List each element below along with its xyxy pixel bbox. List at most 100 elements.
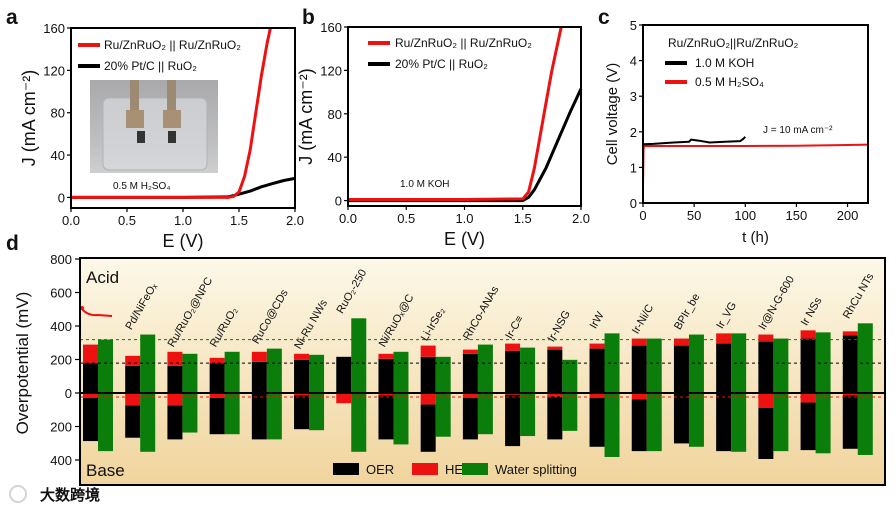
y-tick-label: 1 <box>630 160 637 175</box>
base-water-splitting-bar <box>857 393 873 455</box>
base-her-bar <box>631 393 647 400</box>
panel-label-a: a <box>6 6 18 29</box>
electrolyte-annotation: 0.5 M H₂SO₄ <box>113 181 170 192</box>
base-oer-bar <box>420 404 436 452</box>
base-oer-bar <box>758 407 774 459</box>
bar-group <box>758 334 789 459</box>
y-tick-label: 800 <box>50 252 72 267</box>
acid-her-bar <box>631 338 647 346</box>
y-tick-label: 600 <box>50 286 72 301</box>
y-tick-label: 40 <box>328 150 342 165</box>
x-tick-label: 2.0 <box>572 211 590 226</box>
y-tick-label: 0 <box>65 386 72 401</box>
bar-group <box>83 339 113 452</box>
acid-water-splitting-bar <box>351 318 367 393</box>
bar-group <box>631 338 662 452</box>
bar-group <box>547 346 578 440</box>
bar-group <box>589 333 620 457</box>
acid-her-bar <box>83 344 98 364</box>
x-axis-label: t (h) <box>742 229 769 246</box>
series-line-primary <box>642 136 747 146</box>
legend-label: OER <box>366 462 394 477</box>
y-tick-label: 0 <box>630 196 637 211</box>
acid-her-bar <box>505 343 521 351</box>
acid-water-splitting-bar <box>435 356 451 393</box>
acid-water-splitting-bar <box>182 353 198 393</box>
y-axis-label: Cell voltage (V) <box>604 63 621 166</box>
base-oer-bar <box>125 405 141 438</box>
y-tick-label: 160 <box>43 21 65 36</box>
acid-her-bar <box>209 357 225 364</box>
y-tick-label: 0 <box>58 190 65 205</box>
bar-group <box>842 323 873 455</box>
acid-water-splitting-bar <box>477 344 493 393</box>
series-line-primary <box>348 26 563 201</box>
acid-her-bar <box>294 353 310 360</box>
base-her-bar <box>336 393 352 404</box>
base-oer-bar <box>842 395 858 449</box>
base-oer-bar <box>505 394 521 447</box>
y-tick-label: 40 <box>51 148 65 163</box>
base-her-bar <box>420 393 436 405</box>
base-water-splitting-bar <box>266 393 282 440</box>
legend: OER HER Water splitting <box>333 462 577 477</box>
panel-c-chart: 0 50 100 150 200 0 1 2 3 4 5 t (h) Cell voltage (V) R… <box>604 18 869 246</box>
acid-her-bar <box>800 330 816 339</box>
acid-oer-bar <box>842 335 858 393</box>
base-oer-bar <box>378 395 394 440</box>
y-axis-label: J (mA cm⁻²) <box>19 70 39 167</box>
x-tick-label: 50 <box>687 208 701 223</box>
y-tick-label: 120 <box>320 63 342 78</box>
x-tick-label: 0.5 <box>397 211 415 226</box>
watermark-logo-icon <box>9 485 27 503</box>
y-tick-label: 160 <box>320 20 342 35</box>
base-water-splitting-bar <box>815 393 831 454</box>
acid-water-splitting-bar <box>815 332 831 393</box>
y-tick-label: 5 <box>630 18 637 33</box>
base-her-bar <box>83 393 98 399</box>
base-water-splitting-bar <box>182 393 198 433</box>
base-water-splitting-bar <box>646 393 662 452</box>
base-oer-bar <box>83 398 98 442</box>
base-oer-bar <box>800 402 816 451</box>
acid-her-bar <box>758 334 774 342</box>
legend-label: Ru/ZnRuO₂ || Ru/ZnRuO₂ <box>395 36 532 50</box>
y-tick-label: 200 <box>50 420 72 435</box>
acid-region-label: Acid <box>86 268 119 287</box>
acid-oer-bar <box>251 361 267 393</box>
acid-her-bar <box>462 349 478 354</box>
acid-water-splitting-bar <box>266 348 282 393</box>
acid-oer-bar <box>209 363 225 393</box>
base-water-splitting-bar <box>98 393 113 452</box>
y-tick-label: 80 <box>51 106 65 121</box>
acid-water-splitting-bar <box>646 338 662 393</box>
x-tick-label: 1.5 <box>514 211 532 226</box>
legend-label: 20% Pt/C || RuO₂ <box>104 59 197 73</box>
acid-water-splitting-bar <box>309 354 325 393</box>
acid-oer-bar <box>167 365 183 393</box>
acid-oer-bar <box>631 345 647 393</box>
legend: Ru/ZnRuO₂ || Ru/ZnRuO₂ 20% Pt/C || RuO₂ <box>368 36 532 71</box>
acid-water-splitting-bar <box>688 334 704 393</box>
legend-label: 0.5 M H₂SO₄ <box>695 75 764 89</box>
base-water-splitting-bar <box>688 393 704 447</box>
acid-oer-bar <box>336 356 352 393</box>
acid-water-splitting-bar <box>604 333 620 393</box>
acid-oer-bar <box>378 358 394 393</box>
y-tick-label: 80 <box>328 107 342 122</box>
base-oer-bar <box>631 399 647 452</box>
legend-swatch <box>333 463 359 475</box>
base-water-splitting-bar <box>773 393 789 452</box>
base-water-splitting-bar <box>309 393 325 431</box>
base-water-splitting-bar <box>140 393 156 452</box>
base-water-splitting-bar <box>562 393 578 431</box>
bar-group <box>294 353 325 431</box>
legend: Ru/ZnRuO₂||Ru/ZnRuO₂ 1.0 M KOH 0.5 M H₂SO₄ <box>665 36 799 89</box>
bar-group <box>462 344 493 440</box>
base-her-bar <box>294 393 310 396</box>
acid-oer-bar <box>83 363 98 393</box>
acid-water-splitting-bar <box>731 333 747 393</box>
acid-water-splitting-bar <box>224 351 240 393</box>
